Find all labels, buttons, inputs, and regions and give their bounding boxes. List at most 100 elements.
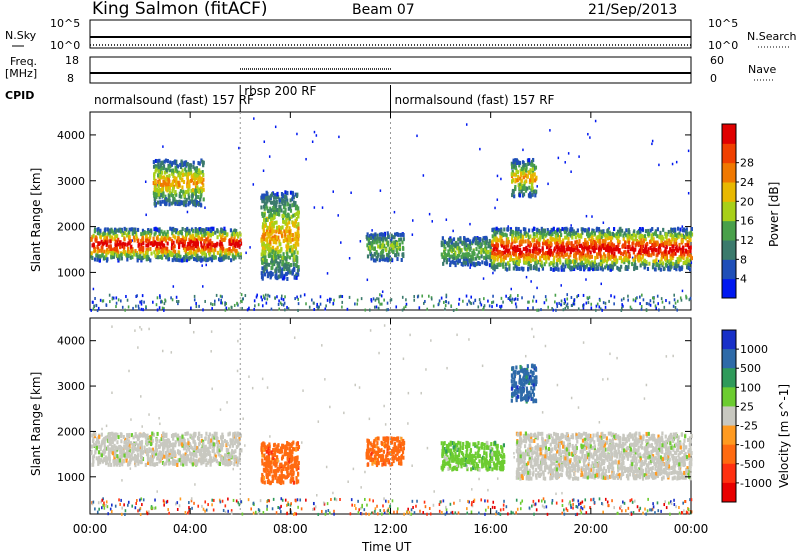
- echo-cell: [244, 444, 246, 447]
- echo-cell: [153, 201, 156, 206]
- echo-cell: [211, 303, 214, 307]
- echo-cell: [194, 257, 197, 262]
- echo-cell: [294, 262, 297, 267]
- echo-cell: [599, 298, 601, 302]
- echo-cell: [601, 501, 603, 505]
- echo-cell: [678, 255, 681, 260]
- echo-cell: [187, 189, 190, 194]
- echo-cell: [159, 174, 162, 179]
- echo-cell: [643, 258, 646, 263]
- echo-cell: [369, 329, 372, 332]
- echo-cell: [106, 505, 109, 509]
- echo-cell: [360, 512, 363, 516]
- echo-cell: [625, 233, 628, 238]
- colorbar-segment: [722, 278, 736, 299]
- echo-cell: [680, 254, 684, 259]
- echo-cell: [188, 163, 191, 168]
- echo-cell: [160, 235, 163, 240]
- echo-cell: [135, 502, 138, 506]
- echo-cell: [648, 261, 651, 266]
- echo-cell: [673, 503, 676, 507]
- echo-cell: [104, 240, 107, 245]
- echo-cell: [171, 252, 174, 257]
- echo-cell: [268, 155, 271, 158]
- echo-cell: [553, 238, 556, 243]
- echo-cell: [514, 297, 517, 301]
- echo-cell: [226, 232, 229, 237]
- echo-cell: [440, 296, 443, 300]
- echo-cell: [522, 247, 525, 252]
- echo-cell: [191, 190, 194, 195]
- echo-cell: [524, 239, 527, 244]
- echo-cell: [111, 251, 115, 256]
- echo-cell: [219, 253, 222, 258]
- echo-cell: [270, 307, 273, 311]
- echo-cell: [438, 299, 441, 303]
- echo-cell: [481, 260, 484, 265]
- echo-cell: [159, 165, 162, 170]
- echo-cell: [162, 252, 165, 257]
- echo-cell: [637, 230, 641, 235]
- echo-cell: [687, 266, 690, 271]
- echo-cell: [283, 301, 286, 305]
- echo-cell: [296, 268, 300, 273]
- echo-cell: [190, 188, 193, 193]
- echo-cell: [575, 251, 578, 256]
- echo-cell: [296, 240, 299, 245]
- echo-cell: [173, 196, 176, 201]
- echo-cell: [290, 214, 293, 219]
- echo-cell: [574, 245, 577, 250]
- echo-cell: [285, 256, 288, 261]
- echo-cell: [500, 243, 504, 248]
- echo-cell: [281, 498, 284, 502]
- echo-cell: [106, 236, 109, 241]
- echo-cell: [286, 305, 288, 309]
- echo-cell: [576, 295, 578, 299]
- echo-cell: [126, 298, 129, 302]
- echo-cell: [602, 510, 604, 514]
- echo-cell: [689, 230, 693, 235]
- echo-cell: [567, 263, 570, 268]
- echo-cell: [265, 269, 269, 274]
- echo-cell: [141, 503, 143, 507]
- echo-cell: [457, 249, 460, 254]
- echo-cell: [521, 499, 524, 503]
- echo-cell: [161, 194, 164, 199]
- echo-cell: [163, 236, 166, 241]
- echo-cell: [375, 240, 378, 245]
- echo-cell: [158, 181, 161, 186]
- echo-cell: [377, 306, 380, 310]
- echo-cell: [284, 264, 287, 269]
- echo-cell: [233, 303, 236, 307]
- echo-cell: [683, 252, 686, 257]
- echo-cell: [287, 307, 290, 311]
- echo-cell: [569, 227, 572, 232]
- echo-cell: [230, 242, 233, 247]
- echo-cell: [598, 245, 601, 250]
- echo-cell: [589, 245, 593, 250]
- echo-cell: [630, 512, 633, 516]
- echo-cell: [511, 178, 514, 183]
- echo-cell: [430, 339, 432, 342]
- echo-cell: [177, 302, 179, 306]
- echo-cell: [624, 509, 627, 513]
- echo-cell: [253, 307, 256, 311]
- echo-cell: [193, 172, 196, 177]
- echo-cell: [500, 177, 502, 181]
- echo-cell: [523, 257, 526, 262]
- echo-cell: [201, 504, 203, 508]
- echo-cell: [291, 233, 294, 238]
- echo-cell: [611, 264, 614, 269]
- echo-cell: [202, 187, 205, 192]
- echo-cell: [235, 499, 238, 503]
- echo-cell: [690, 261, 693, 265]
- echo-cell: [670, 253, 673, 258]
- echo-cell: [249, 246, 251, 249]
- echo-cell: [155, 242, 158, 247]
- echo-cell: [674, 306, 677, 310]
- echo-cell: [174, 190, 177, 195]
- echo-cell: [255, 295, 258, 299]
- echo-cell: [283, 267, 286, 272]
- echo-cell: [281, 194, 284, 199]
- colorbar-segment: [722, 124, 736, 144]
